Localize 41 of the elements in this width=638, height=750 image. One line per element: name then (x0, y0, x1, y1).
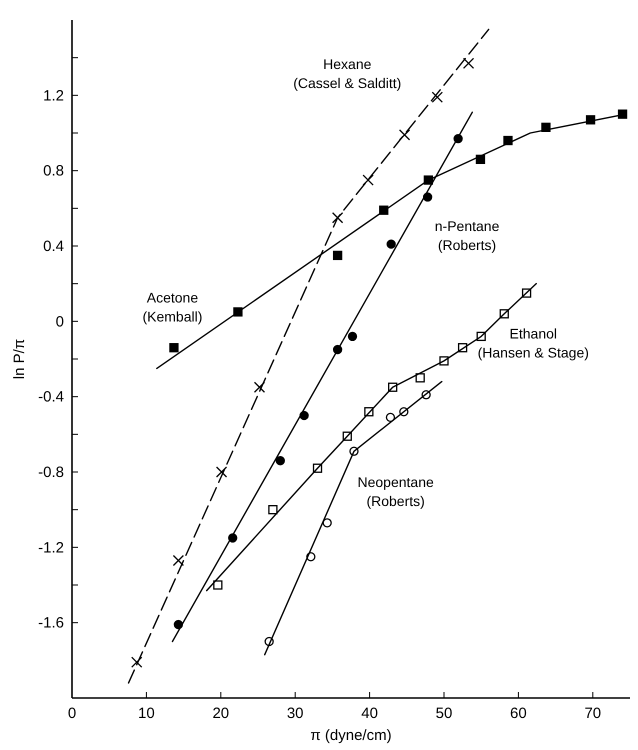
x-tick-label: 30 (286, 705, 304, 722)
x-axis-title: π (dyne/cm) (310, 727, 392, 744)
point (362, 174, 374, 186)
point (276, 456, 285, 466)
x-tick-label: 70 (584, 705, 602, 722)
point (254, 382, 266, 393)
point (416, 373, 425, 382)
point (213, 580, 222, 590)
point (332, 212, 344, 224)
series-label: Neopentane (Roberts) (357, 474, 434, 510)
point (172, 554, 184, 566)
x-tick-label: 20 (212, 705, 230, 722)
y-tick-label: -0.4 (38, 388, 64, 406)
x-tick-label: 40 (361, 705, 378, 722)
y-tick-label: -1.6 (38, 614, 64, 632)
point (169, 343, 179, 352)
x-tick-label: 0 (68, 705, 76, 722)
point (432, 92, 443, 103)
point (348, 332, 358, 342)
x-tick-label: 60 (510, 705, 527, 722)
text: Hexane (Cassel & Salditt) (293, 56, 402, 91)
point (131, 656, 142, 668)
point (268, 505, 278, 514)
text: Acetone (Kemball) (142, 290, 202, 324)
point (386, 239, 396, 249)
point (462, 58, 474, 69)
y-tick-label: -1.2 (38, 539, 64, 556)
point (398, 129, 410, 141)
y-tick-label: 0 (56, 313, 64, 330)
y-tick-label: 0.8 (43, 162, 64, 180)
y-tick-label: -0.8 (38, 464, 64, 481)
series-label: Ethanol (Hansen & Stage) (478, 325, 589, 360)
y-tick-label: 1.2 (43, 87, 64, 104)
x-tick-label: 50 (436, 705, 452, 722)
y-axis-title: ln P/π (11, 338, 28, 380)
y-tick-label: 0.4 (43, 238, 64, 255)
point (322, 518, 332, 528)
point (216, 466, 228, 478)
x-tick-label: 10 (138, 705, 155, 722)
series-label: n-Pentane (Roberts) (434, 218, 500, 253)
point (332, 250, 342, 260)
